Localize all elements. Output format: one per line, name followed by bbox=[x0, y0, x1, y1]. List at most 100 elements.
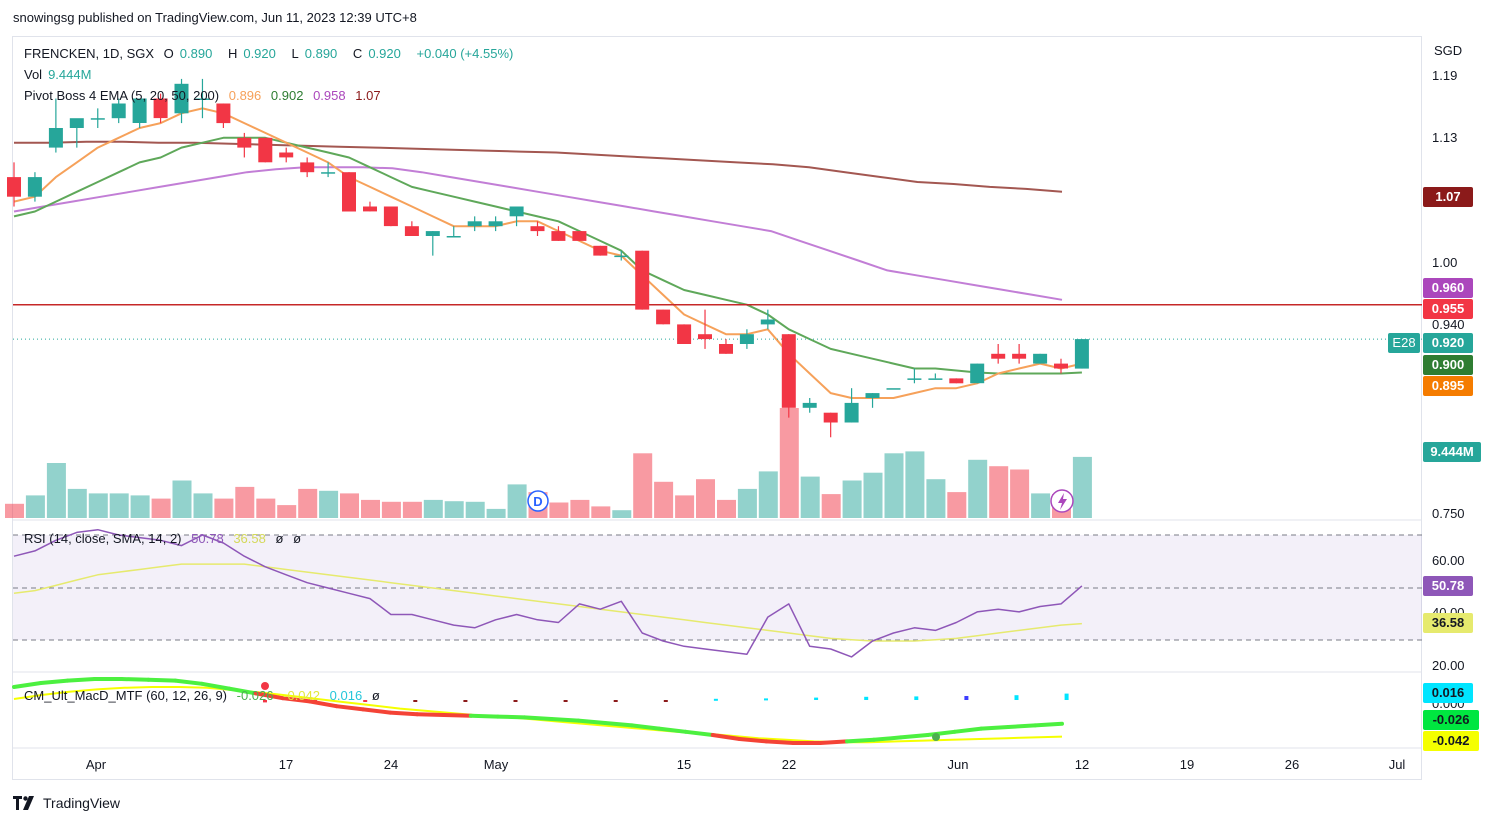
candle-body bbox=[7, 177, 21, 197]
candle-body bbox=[593, 245, 608, 256]
volume-bar bbox=[256, 498, 276, 518]
macd-segment bbox=[522, 715, 554, 721]
volume-bar bbox=[633, 453, 653, 518]
open-value: 0.890 bbox=[179, 46, 213, 61]
candles bbox=[7, 78, 1089, 438]
legend-ema-row: Pivot Boss 4 EMA (5, 20, 50, 200) 0.896 … bbox=[24, 88, 387, 103]
x-tick-26: 26 bbox=[1284, 757, 1300, 772]
volume-bar bbox=[779, 408, 799, 518]
candle-body bbox=[446, 236, 461, 238]
publish-info: snowingsg published on TradingView.com, … bbox=[13, 10, 417, 25]
macd-segment bbox=[468, 713, 500, 719]
candle-body bbox=[844, 402, 859, 423]
macd-hist-bar bbox=[463, 700, 468, 702]
x-tick-24: 24 bbox=[383, 757, 399, 772]
volume-bar bbox=[1072, 456, 1092, 518]
volume-bar bbox=[570, 499, 590, 518]
candle-body bbox=[928, 378, 943, 380]
macd-segment bbox=[630, 723, 661, 731]
volume-bar bbox=[88, 493, 108, 518]
macd-segment bbox=[441, 713, 473, 718]
candle-body bbox=[195, 98, 210, 100]
legend-volume-row: Vol 9.444M bbox=[24, 67, 97, 82]
macd-segment bbox=[871, 735, 903, 742]
candle-body bbox=[949, 378, 964, 384]
currency-label: SGD bbox=[1434, 43, 1463, 58]
volume-tag: 9.444M bbox=[1423, 442, 1481, 462]
volume-bar bbox=[905, 451, 925, 518]
candle-body bbox=[572, 231, 587, 241]
macd-segment bbox=[146, 677, 178, 683]
price-tag: 0.920 bbox=[1423, 333, 1473, 353]
candle-body bbox=[1074, 339, 1089, 369]
rsi-sma-value: 36.58 bbox=[233, 531, 266, 546]
volume-bar bbox=[507, 484, 527, 518]
volume-bar bbox=[67, 488, 87, 518]
volume-bar bbox=[46, 463, 66, 518]
volume-bar bbox=[842, 480, 862, 518]
candle-body bbox=[719, 344, 733, 354]
macd-segment bbox=[280, 696, 312, 704]
chart-frame bbox=[12, 36, 1422, 780]
macd-hist-tag: 0.016 bbox=[1423, 683, 1473, 703]
macd-hist-bar bbox=[663, 700, 668, 702]
macd-segment bbox=[65, 677, 97, 683]
volume-bar bbox=[130, 495, 150, 518]
candle-body bbox=[1033, 353, 1048, 364]
ema200-line bbox=[14, 140, 1063, 193]
volume-bar bbox=[423, 499, 443, 518]
x-tick-22: 22 bbox=[781, 757, 797, 772]
candle-body bbox=[1054, 363, 1068, 369]
macd-hist-bar bbox=[263, 700, 267, 703]
rsi-tick-20: 20.00 bbox=[1432, 658, 1465, 673]
candle-body bbox=[614, 255, 629, 258]
macd-segment bbox=[361, 707, 393, 715]
macd-segment bbox=[38, 678, 70, 685]
macd-segment bbox=[979, 725, 1011, 731]
ema20-line bbox=[13, 136, 1082, 375]
close-label: C bbox=[352, 46, 363, 61]
candle-body bbox=[656, 309, 671, 325]
volume-bar bbox=[737, 488, 757, 518]
macd-segment bbox=[925, 729, 957, 737]
macd-segment bbox=[495, 714, 527, 720]
dividend-marker-label: D bbox=[533, 494, 542, 509]
candle-body bbox=[781, 334, 796, 408]
volume-label: Vol bbox=[24, 67, 43, 82]
volume-bar bbox=[298, 488, 318, 518]
candle-body bbox=[677, 324, 692, 344]
ema50-value: 0.958 bbox=[313, 88, 346, 103]
macd-segment bbox=[334, 704, 366, 712]
volume-bar bbox=[654, 481, 674, 518]
macd-hist-value: 0.016 bbox=[329, 688, 363, 703]
price-tick-119: 1.19 bbox=[1432, 68, 1458, 83]
candle-body bbox=[404, 226, 419, 236]
candle-body bbox=[488, 221, 503, 227]
candle-body bbox=[48, 128, 63, 148]
candle-body bbox=[258, 137, 273, 163]
macd-hist-bar bbox=[413, 700, 418, 702]
macd-segment bbox=[1033, 721, 1064, 728]
rsi-value: 50.78 bbox=[191, 531, 224, 546]
candle-body bbox=[383, 206, 398, 227]
macd-hist-bar bbox=[914, 696, 919, 700]
candle-body bbox=[90, 118, 105, 120]
candle-body bbox=[530, 226, 545, 232]
macd-label: CM_Ult_MacD_MTF (60, 12, 26, 9) bbox=[24, 688, 228, 703]
candle-body bbox=[132, 98, 147, 123]
volume-bar bbox=[612, 510, 632, 518]
macd-segment bbox=[845, 737, 876, 744]
macd-segment bbox=[549, 717, 581, 723]
volume-bars bbox=[5, 408, 1092, 518]
x-tick-17: 17 bbox=[278, 757, 294, 772]
x-tick-15: 15 bbox=[676, 757, 692, 772]
volume-bar bbox=[5, 503, 24, 518]
volume-bar bbox=[717, 499, 736, 518]
footer-brand[interactable]: TradingView bbox=[13, 795, 120, 811]
macd-segment bbox=[603, 721, 635, 728]
dividend-marker: D bbox=[527, 490, 549, 512]
earnings-lightning-icon bbox=[1050, 489, 1074, 513]
macd-segment bbox=[656, 726, 688, 734]
candle-body bbox=[279, 152, 294, 158]
